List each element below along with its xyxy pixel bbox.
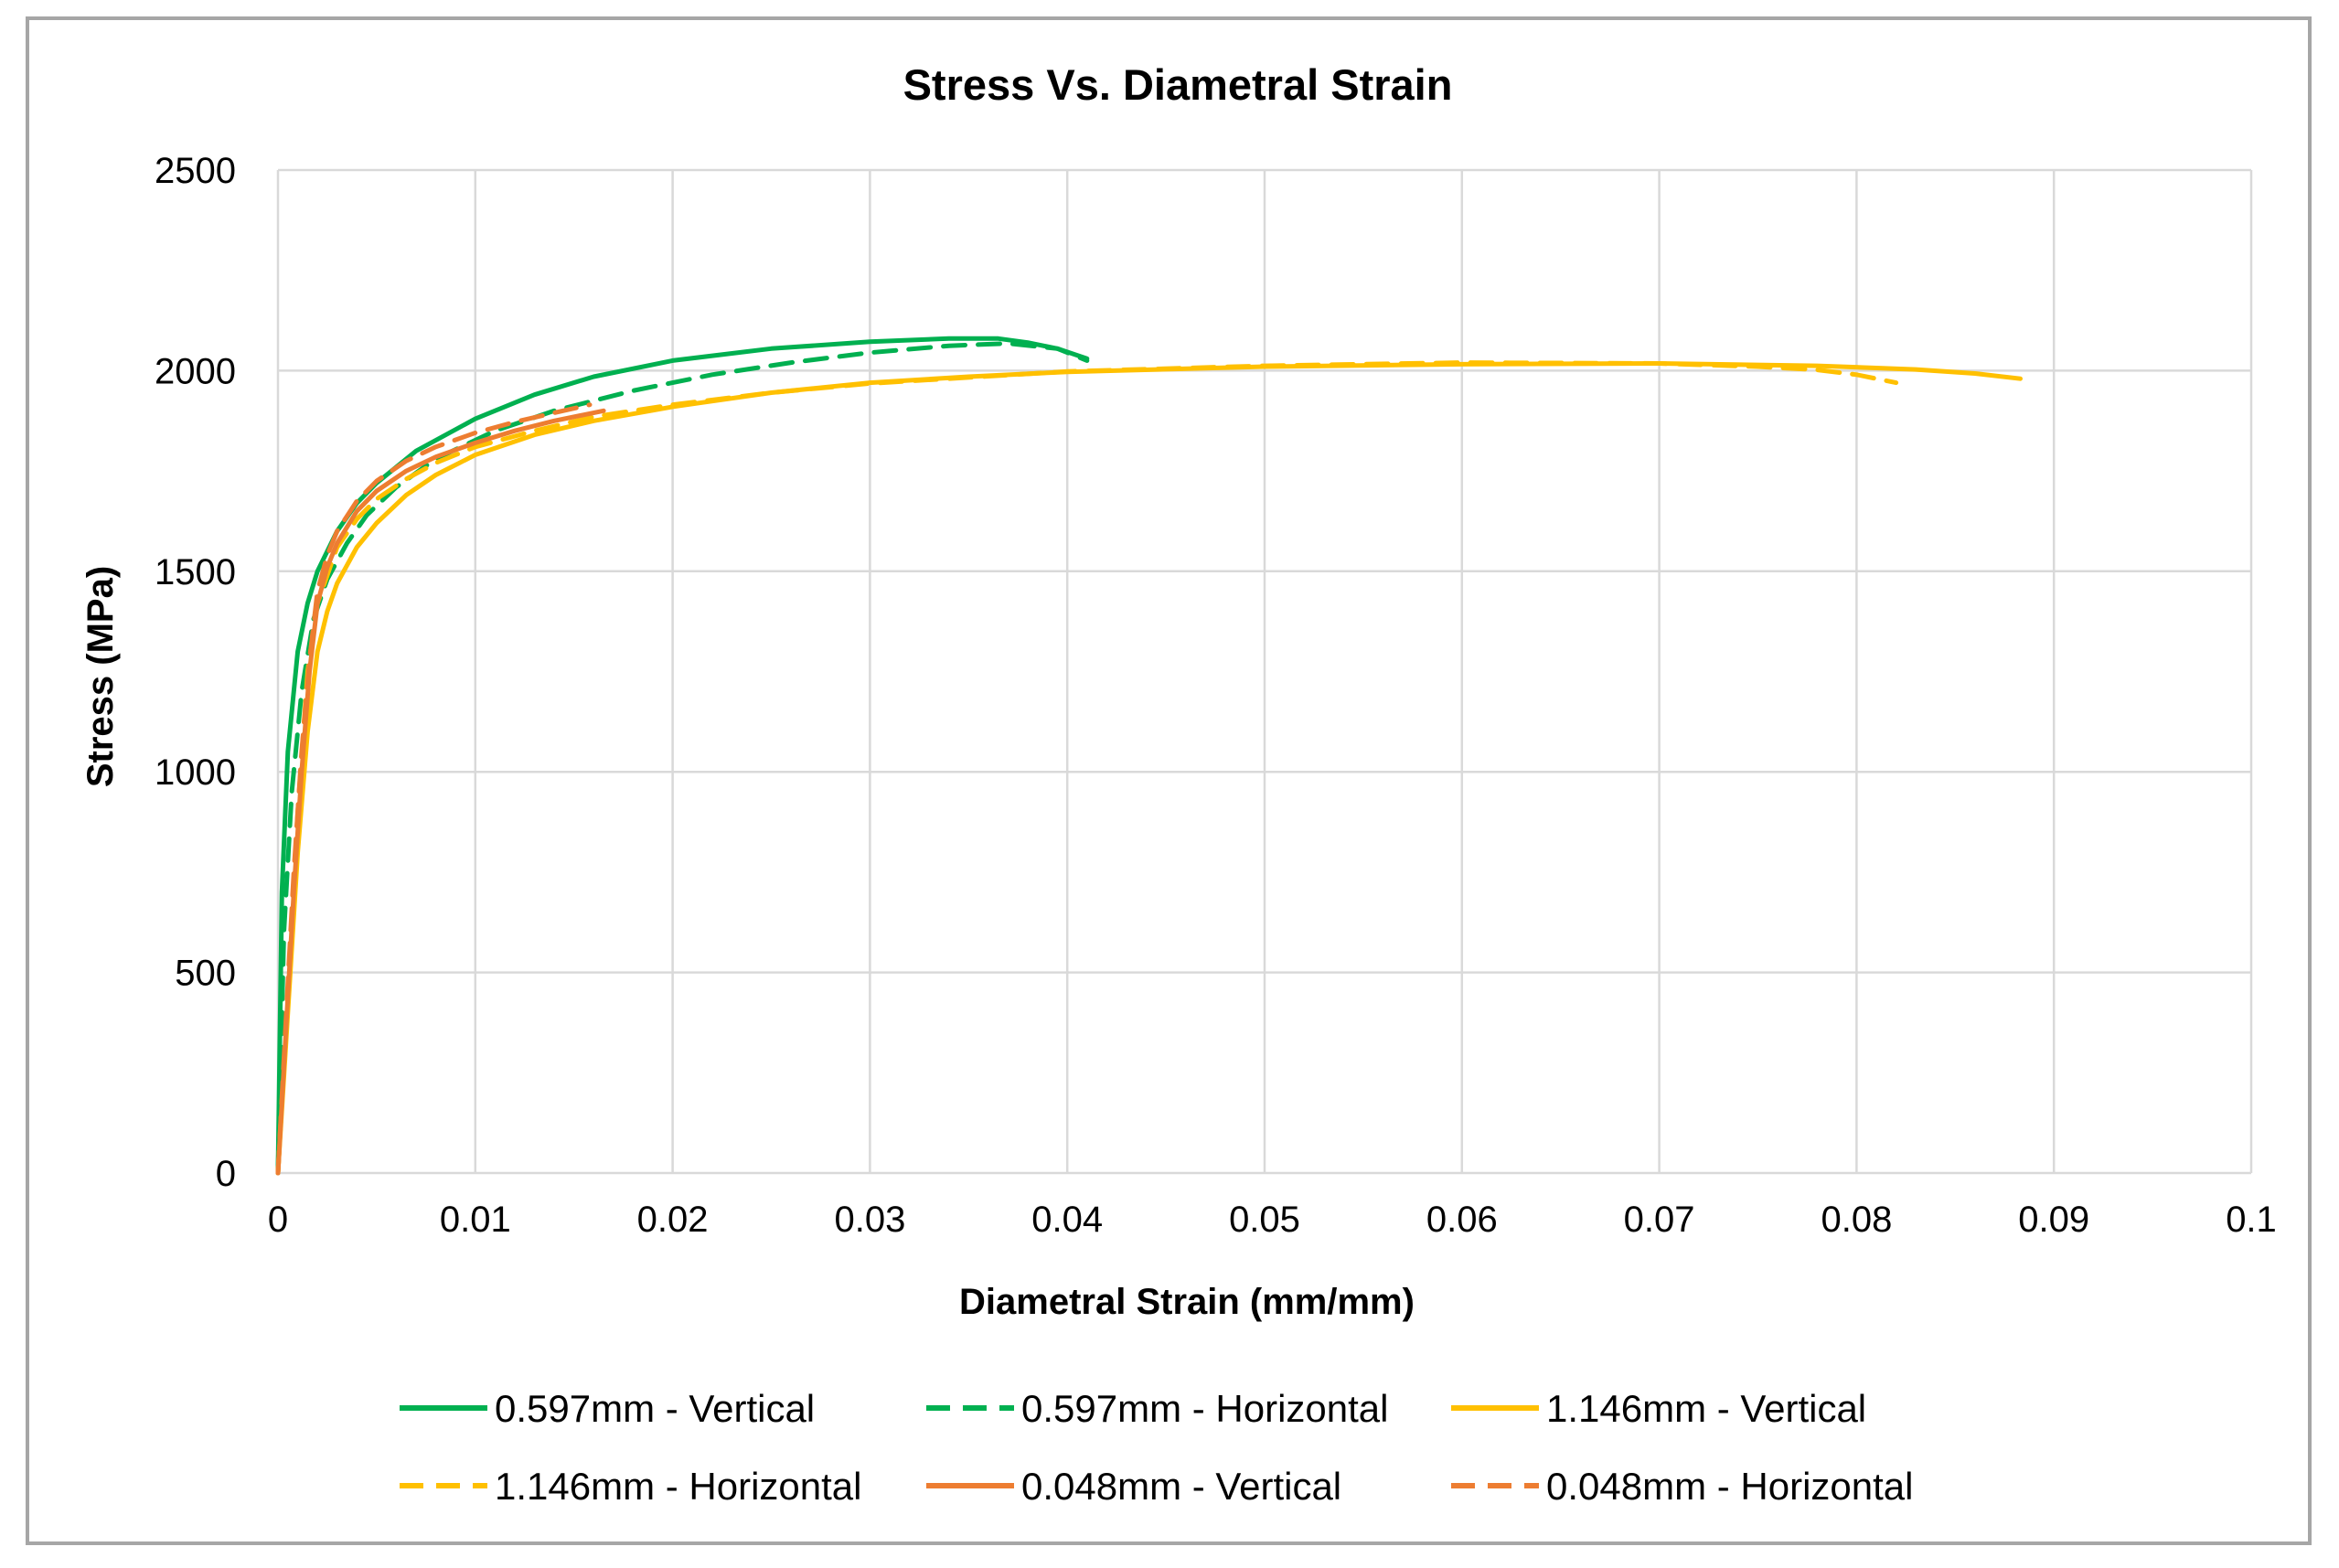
x-tick-label: 0.02 [637,1200,709,1240]
x-tick-label: 0 [268,1200,288,1240]
legend-label-2: 0.597mm - Horizontal [1021,1387,1388,1430]
y-axis-label: Stress (MPa) [80,566,121,787]
series-line-2 [275,341,1090,1176]
series-line-4 [275,360,1899,1176]
y-tick-label: 500 [175,954,236,994]
legend-label-3: 1.146mm - Vertical [1546,1387,1866,1430]
x-tick-label: 0.03 [834,1200,905,1240]
x-tick-label: 0.09 [2018,1200,2089,1240]
x-tick-label: 0.04 [1031,1200,1103,1240]
x-tick-label: 0.08 [1821,1200,1892,1240]
y-axis-ticks: 0 500 1000 1500 2000 2500 [155,151,236,1194]
series-line-1 [275,336,1090,1176]
y-tick-label: 2000 [155,351,236,391]
series-line-5 [275,408,606,1176]
chart-frame [26,16,2312,1545]
legend: 0.597mm - Vertical 0.597mm - Horizontal 1.… [400,1387,1913,1508]
chart-title: Stress Vs. Diametral Strain [903,60,1453,109]
legend-label-5: 0.048mm - Vertical [1021,1465,1341,1508]
x-tick-label: 0.07 [1624,1200,1695,1240]
x-tick-label: 0.1 [2226,1200,2277,1240]
y-tick-label: 1000 [155,752,236,793]
y-tick-label: 1500 [155,552,236,592]
y-tick-label: 2500 [155,151,236,191]
gridlines [276,168,2253,1175]
x-axis-label: Diametral Strain (mm/mm) [959,1282,1415,1322]
legend-label-1: 0.597mm - Vertical [495,1387,815,1430]
series-line-3 [275,361,2023,1176]
series-line-6 [275,402,593,1176]
x-tick-label: 0.06 [1426,1200,1498,1240]
x-tick-label: 0.01 [440,1200,511,1240]
series-lines [275,336,2023,1176]
y-tick-label: 0 [216,1154,236,1194]
x-axis-ticks: 0 0.01 0.02 0.03 0.04 0.05 0.06 0.07 0.08 0.09 0.1 [268,1200,2277,1240]
legend-label-6: 0.048mm - Horizontal [1546,1465,1913,1508]
x-tick-label: 0.05 [1229,1200,1300,1240]
legend-label-4: 1.146mm - Horizontal [495,1465,861,1508]
